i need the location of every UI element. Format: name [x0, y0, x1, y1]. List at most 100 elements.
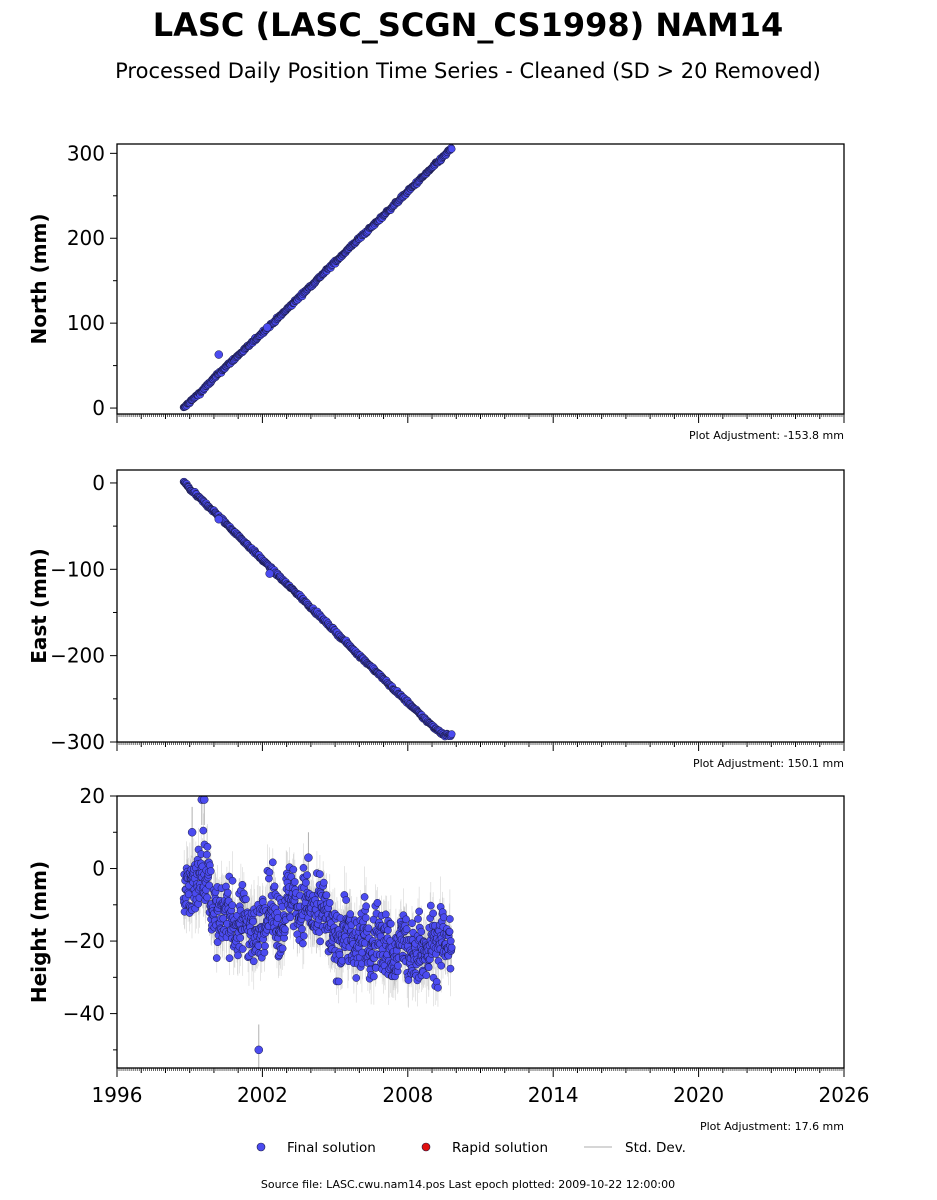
final-solution-point [228, 901, 237, 910]
final-solution-point [414, 915, 422, 923]
final-solution-point [404, 976, 413, 984]
final-solution-point [236, 934, 245, 942]
final-solution-point [290, 878, 299, 886]
final-solution-point [281, 925, 289, 934]
plot-area-height [179, 796, 456, 1068]
final-solution-point [446, 964, 455, 973]
final-solution-point [238, 945, 247, 953]
y-tick-label: 0 [92, 471, 105, 495]
final-solution-point [206, 867, 215, 875]
final-solution-point [373, 898, 382, 907]
final-solution-point [384, 926, 392, 935]
y-axis-label-north: North (mm) [27, 213, 51, 344]
y-tick-label: 200 [67, 226, 105, 250]
final-solution-point [316, 870, 324, 878]
final-solution-point [408, 919, 416, 928]
x-axis-ticks-north [116, 414, 845, 423]
outlier-point [254, 1045, 264, 1055]
final-solution-point [302, 878, 310, 887]
panel-frame-north [116, 143, 845, 415]
final-solution-point [249, 957, 258, 966]
final-solution-point [402, 925, 411, 934]
final-solution-point [362, 902, 370, 911]
final-solution-point [249, 917, 257, 926]
final-solution-point [417, 927, 426, 936]
outlier-point [214, 350, 224, 359]
final-solution-point [447, 943, 456, 952]
final-solution-point [289, 865, 298, 874]
final-solution-point [265, 868, 274, 877]
final-solution-point [325, 898, 334, 907]
final-solution-point [445, 927, 454, 936]
final-solution-point [278, 944, 287, 953]
plot-area-east [179, 477, 456, 741]
final-solution-point [299, 864, 308, 872]
final-solution-point [299, 932, 308, 940]
final-solution-point [223, 888, 232, 897]
y-tick-label: −200 [50, 644, 105, 668]
final-solution-point [394, 961, 402, 970]
final-solution-point [386, 919, 395, 928]
final-solution-point [434, 983, 442, 992]
final-solution-point [219, 914, 228, 923]
final-solution-point [447, 145, 456, 153]
final-solution-point [203, 850, 211, 859]
final-solution-point [234, 951, 242, 960]
final-solution-points-east [179, 477, 456, 741]
final-solution-point [334, 977, 343, 986]
final-solution-point [299, 939, 307, 948]
y-tick-label: −300 [50, 730, 105, 754]
final-solution-point [270, 882, 279, 891]
final-solution-points-north [179, 144, 456, 412]
final-solution-point [225, 954, 234, 963]
final-solution-point [286, 913, 295, 922]
final-solution-point [212, 954, 221, 962]
final-solution-points-height [179, 796, 456, 1055]
panels-group: 0 100 200 300 North (mm) Plot Adjustment: -15… [27, 141, 869, 1133]
y-axis-ticks-north: 0 100 200 300 [67, 141, 117, 420]
final-solution-point [205, 881, 214, 890]
final-solution-point [422, 971, 431, 980]
outlier-point [262, 323, 272, 332]
final-solution-point [199, 826, 208, 835]
final-solution-point [261, 942, 269, 950]
final-solution-point [352, 974, 361, 982]
x-axis-ticks-height [116, 1068, 845, 1077]
y-tick-label: 300 [67, 141, 105, 165]
final-solution-point [429, 909, 438, 918]
final-solution-point [360, 893, 369, 901]
outlier-point [265, 569, 274, 578]
final-solution-point [346, 910, 355, 918]
final-solution-point [446, 937, 455, 945]
plot-adjustment-north: Plot Adjustment: -153.8 mm [689, 429, 844, 442]
final-solution-point [319, 878, 328, 887]
final-solution-point [402, 915, 410, 924]
final-solution-point [364, 924, 373, 933]
final-solution-point [238, 880, 247, 889]
final-solution-point [437, 961, 446, 970]
final-solution-point [298, 925, 306, 933]
final-solution-point [228, 876, 237, 885]
final-solution-point [447, 730, 456, 738]
outlier-point [199, 796, 209, 804]
final-solution-point [415, 907, 424, 916]
final-solution-point [361, 913, 370, 922]
y-axis-ticks-east: 0 −100 −200 −300 [50, 471, 117, 754]
final-solution-point [303, 871, 311, 879]
final-solution-point [316, 937, 325, 946]
final-solution-point [203, 842, 212, 851]
panel-north: 0 100 200 300 North (mm) Plot Adjustment: -15… [27, 141, 845, 442]
outlier-point [214, 514, 224, 524]
final-solution-point [254, 941, 263, 950]
final-solution-point [424, 963, 433, 972]
outlier-point [187, 828, 197, 837]
y-tick-label: 0 [92, 396, 105, 420]
plot-area-north [179, 144, 456, 412]
final-solution-point [446, 915, 454, 923]
final-solution-point [322, 891, 331, 900]
plot-adjustment-east: Plot Adjustment: 150.1 mm [693, 757, 844, 770]
chart-title: LASC (LASC_SCGN_CS1998) NAM14 [153, 6, 784, 44]
panel-frame-east [116, 469, 845, 743]
